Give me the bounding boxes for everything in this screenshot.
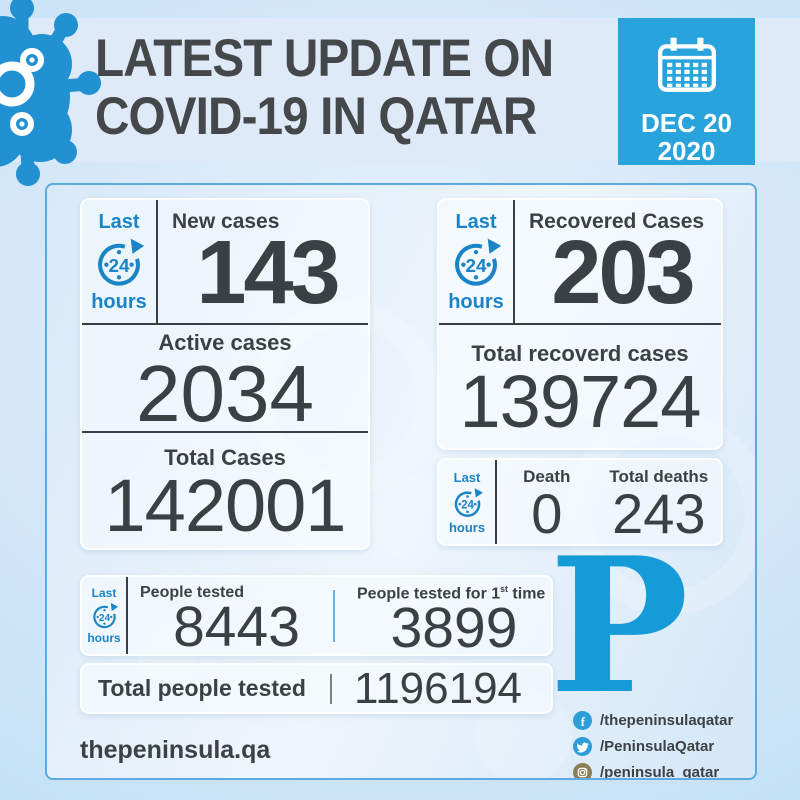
twitter-icon [573, 736, 592, 756]
total-deaths-value: 243 [612, 482, 706, 545]
clock-24-icon: 24 [455, 238, 502, 286]
cases-card: Last 24 hours New cases 143 Active cases… [80, 198, 370, 550]
twitter-handle: /PeninsulaQatar [600, 737, 715, 755]
last-label: Last [455, 210, 497, 233]
total-recovered-value: 139724 [459, 360, 702, 444]
instagram-link[interactable]: /peninsula_qatar [573, 762, 733, 780]
date-line1: DEC 20 [640, 107, 733, 138]
active-cases-section: Active cases 2034 [82, 325, 368, 438]
last-label: Last [453, 469, 481, 485]
total-deaths-label: Total deaths [609, 467, 709, 486]
svg-text:24: 24 [108, 255, 130, 276]
new-cases-row: Last 24 hours New cases 143 [82, 200, 368, 323]
total-tested-value: 1196194 [354, 663, 523, 713]
svg-text:24: 24 [98, 613, 110, 624]
date-badge: DEC 20 2020 [618, 18, 755, 165]
divider [439, 323, 721, 325]
stats-panel: Last 24 hours New cases 143 Active cases… [45, 183, 757, 780]
recovered-row: Last 24 hours Recovered Cases 203 [439, 200, 721, 323]
clock-24-icon: 24 [454, 487, 483, 517]
total-tested-label: Total people tested [98, 675, 306, 701]
svg-text:24: 24 [461, 499, 474, 511]
social-links: f /thepeninsulaqatar /PeninsulaQatar /pe… [573, 710, 733, 780]
page-title-line1: LATEST UPDATE ON [95, 29, 554, 88]
last-label: Last [98, 210, 140, 233]
svg-text:f: f [581, 715, 586, 729]
people-tested-stat: People tested 8443 [128, 577, 333, 654]
deaths-card: Last 24 hours Death 0 Total deaths 243 [437, 458, 723, 546]
testing-card: Last 24 hours People tested 8443 People … [80, 575, 553, 656]
instagram-icon [573, 762, 592, 778]
death-label: Death [523, 467, 571, 486]
last-24-hours-block: Last 24 hours [82, 577, 126, 654]
total-cases-section: Total Cases 142001 [82, 433, 368, 548]
death-value: 0 [531, 482, 563, 545]
hours-label: hours [448, 290, 504, 313]
divider [330, 673, 332, 704]
new-cases-value: 143 [196, 223, 340, 323]
date-text: DEC 20 2020 [641, 109, 732, 165]
svg-text:24: 24 [465, 255, 487, 276]
total-recovered-section: Total recoverd cases 139724 [439, 325, 721, 448]
twitter-link[interactable]: /PeninsulaQatar [573, 736, 733, 756]
last-24-hours-block: Last 24 hours [439, 460, 495, 544]
facebook-link[interactable]: f /thepeninsulaqatar [573, 710, 733, 730]
clock-24-icon: 24 [92, 602, 118, 629]
new-cases-stat: New cases 143 [158, 200, 368, 323]
facebook-handle: /thepeninsulaqatar [600, 711, 734, 729]
page-title-line2: COVID-19 IN QATAR [95, 87, 537, 147]
active-cases-label: Active cases [158, 330, 292, 355]
calendar-icon [657, 37, 716, 92]
divider [333, 589, 335, 642]
divider [513, 200, 515, 323]
instagram-handle: /peninsula_qatar [600, 763, 720, 780]
recovered-card: Last 24 hours Recovered Cases 203 Total … [437, 198, 723, 450]
total-tested-card: Total people tested 1196194 [80, 663, 553, 714]
divider [82, 323, 368, 325]
people-tested-label: People tested [140, 584, 245, 601]
hours-label: hours [87, 631, 121, 645]
total-cases-label: Total Cases [164, 445, 286, 471]
page-title: LATEST UPDATE ON COVID-19 IN QATAR [95, 29, 554, 147]
last-24-hours-block: Last 24 hours [82, 200, 156, 323]
recovered-stat: Recovered Cases 203 [515, 200, 721, 323]
people-tested-first-time-stat: People tested for 1st time 3899 [335, 577, 551, 654]
divider [495, 460, 497, 544]
website-link[interactable]: thepeninsula.qa [80, 736, 271, 764]
virus-icon [0, 0, 101, 186]
last-24-hours-block: Last 24 hours [439, 200, 513, 323]
facebook-icon: f [573, 710, 592, 730]
divider [82, 431, 368, 433]
hours-label: hours [91, 290, 147, 313]
people-tested-value: 8443 [173, 595, 300, 656]
peninsula-logo: P [549, 516, 689, 735]
hours-label: hours [448, 519, 486, 535]
recovered-value: 203 [551, 223, 695, 323]
recovered-label: Recovered Cases [529, 210, 705, 233]
total-deaths-stat: Total deaths 243 [597, 460, 721, 544]
death-stat: Death 0 [497, 460, 597, 544]
total-cases-value: 142001 [104, 464, 347, 548]
last-label: Last [91, 586, 117, 600]
people-tested-first-time-value: 3899 [390, 596, 518, 656]
total-recovered-label: Total recoverd cases [471, 341, 689, 367]
divider [126, 577, 128, 654]
divider [156, 200, 158, 323]
new-cases-label: New cases [172, 210, 280, 233]
people-tested-first-time-label: People tested for 1st time [357, 584, 546, 603]
active-cases-value: 2034 [136, 349, 314, 438]
clock-24-icon: 24 [98, 238, 145, 286]
date-line2: 2020 [657, 135, 716, 166]
